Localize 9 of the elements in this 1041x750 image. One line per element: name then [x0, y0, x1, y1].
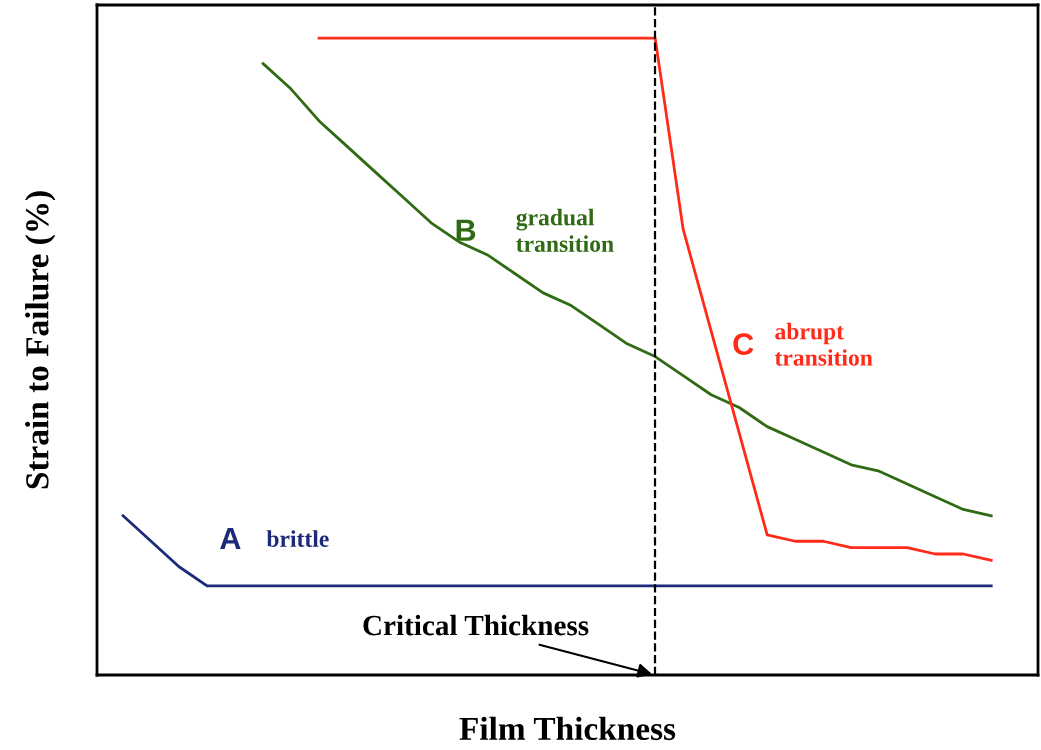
- annotation: abrupt transition: [774, 322, 873, 366]
- annotation: Critical Thickness: [363, 614, 589, 636]
- series-label: A: [220, 527, 241, 549]
- x-axis-title: Film Thickness: [459, 716, 676, 741]
- series-label: C: [733, 333, 754, 355]
- annotation: brittle: [266, 530, 329, 547]
- y-axis-title: Strain to Failure (%): [25, 191, 56, 489]
- series-label: B: [456, 219, 476, 241]
- annotation: gradual transition: [516, 208, 614, 252]
